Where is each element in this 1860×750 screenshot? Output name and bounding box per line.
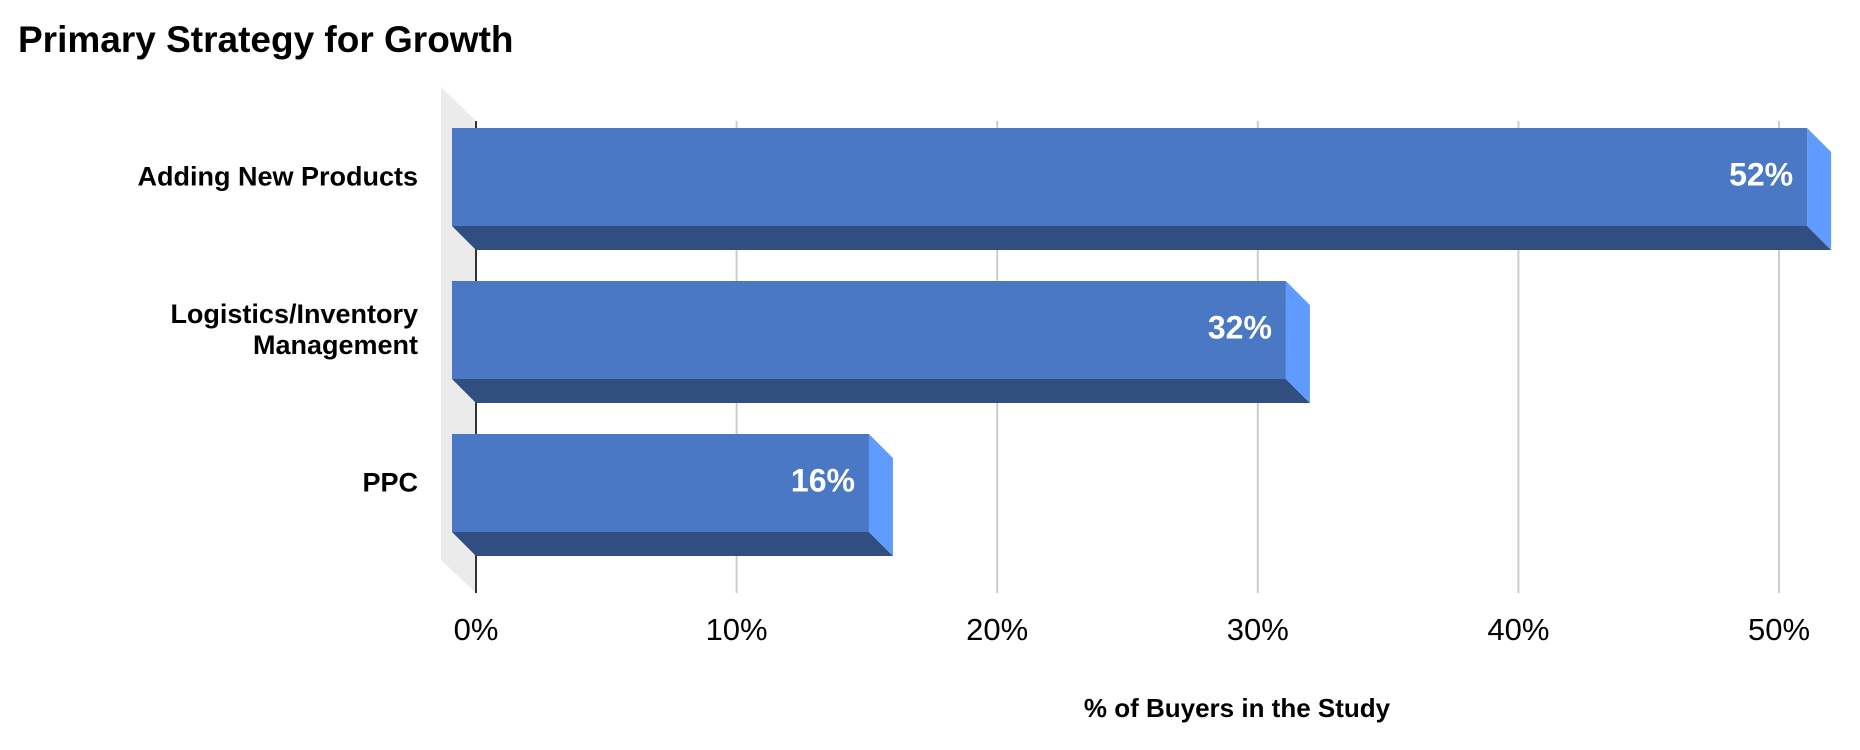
x-tick-label: 10% <box>706 612 768 647</box>
x-tick-label: 0% <box>454 612 499 647</box>
bar <box>452 128 1808 226</box>
chart-title: Primary Strategy for Growth <box>18 19 514 60</box>
bar <box>452 434 869 532</box>
value-label: 16% <box>791 462 855 498</box>
bar-bottom-face <box>452 226 1832 250</box>
bar-bottom-face <box>452 379 1310 403</box>
y-tick-label: PPC <box>362 467 418 498</box>
bar-bottom-face <box>452 532 893 556</box>
y-tick-label: Logistics/Inventory Management <box>170 299 418 360</box>
bar <box>452 281 1286 379</box>
bar-side-face <box>1285 281 1310 403</box>
value-label: 52% <box>1729 156 1793 192</box>
y-tick-label: Adding New Products <box>137 161 418 192</box>
bar-side-face <box>868 434 893 556</box>
value-label: 32% <box>1208 309 1272 345</box>
bar-side-face <box>1807 128 1832 250</box>
x-tick-label: 30% <box>1227 612 1289 647</box>
x-tick-label: 20% <box>966 612 1028 647</box>
x-axis-title: % of Buyers in the Study <box>1084 693 1391 723</box>
x-tick-label: 50% <box>1748 612 1810 647</box>
x-tick-label: 40% <box>1487 612 1549 647</box>
